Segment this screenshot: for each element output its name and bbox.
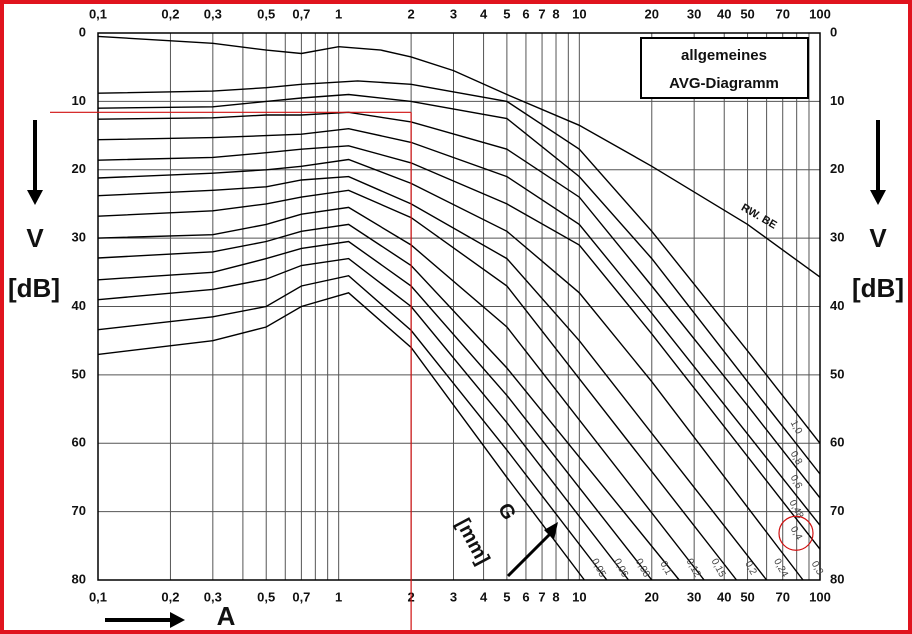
x-tick-label: 7	[538, 589, 545, 604]
y-tick-label: 70	[72, 503, 86, 518]
curve	[97, 223, 680, 581]
y-tick-label: 0	[79, 24, 86, 39]
arrow-head	[27, 190, 43, 205]
curve	[97, 257, 630, 581]
x-tick-label: 4	[480, 589, 488, 604]
y-tick-label: 40	[72, 298, 86, 313]
y-axis-label: V	[869, 223, 887, 253]
y-tick-label: 60	[72, 435, 86, 450]
y-tick-label: 0	[830, 24, 837, 39]
x-tick-label: 8	[552, 6, 559, 21]
curve	[97, 175, 768, 581]
x-tick-label: 4	[480, 6, 488, 21]
x-tick-label: 30	[687, 589, 701, 604]
curve	[97, 158, 804, 581]
arrow-head	[870, 190, 886, 205]
x-tick-label: 5	[503, 6, 510, 21]
x-tick-label: 20	[645, 589, 659, 604]
y-tick-label: 80	[72, 571, 86, 586]
x-tick-label: 0,3	[204, 6, 222, 21]
x-tick-label: 0,7	[292, 589, 310, 604]
y-axis-unit: [dB]	[852, 273, 904, 303]
curve	[97, 274, 608, 581]
y-tick-label: 20	[72, 161, 86, 176]
x-tick-label: 6	[522, 6, 529, 21]
y-tick-label: 50	[830, 366, 844, 381]
curve	[97, 80, 821, 444]
x-tick-label: 0,2	[161, 6, 179, 21]
curve	[97, 189, 738, 581]
x-tick-label: 0,1	[89, 6, 107, 21]
y-tick-label: 40	[830, 298, 844, 313]
curve	[97, 127, 821, 526]
y-tick-label: 30	[830, 230, 844, 245]
x-tick-label: 40	[717, 589, 731, 604]
x-tick-label: 2	[407, 6, 414, 21]
x-tick-label: 10	[572, 589, 586, 604]
y-tick-label: 30	[72, 230, 86, 245]
y-tick-label: 80	[830, 571, 844, 586]
arrow-head	[544, 522, 558, 540]
y-tick-label: 60	[830, 435, 844, 450]
x-tick-label: 100	[809, 589, 831, 604]
plot-frame	[97, 32, 821, 581]
x-tick-label: 10	[572, 6, 586, 21]
x-tick-label: 0,5	[257, 6, 275, 21]
x-tick-label: 1	[335, 6, 342, 21]
x-tick-label: 70	[775, 6, 789, 21]
y-axis-unit: [dB]	[8, 273, 60, 303]
chart-title: allgemeines	[681, 47, 767, 64]
x-tick-label: 6	[522, 589, 529, 604]
highlight-circle	[778, 515, 814, 551]
x-tick-label: 0,5	[257, 589, 275, 604]
x-tick-label: 0,3	[204, 589, 222, 604]
y-tick-label: 10	[830, 93, 844, 108]
curve	[97, 292, 585, 581]
x-tick-label: 0,2	[161, 589, 179, 604]
x-axis-label: A	[217, 601, 236, 631]
x-tick-label: 30	[687, 6, 701, 21]
curve	[97, 206, 705, 581]
curve	[97, 93, 821, 475]
y-tick-label: 10	[72, 93, 86, 108]
curve	[97, 145, 821, 550]
y-tick-label: 20	[830, 161, 844, 176]
x-tick-label: 70	[775, 589, 789, 604]
x-tick-label: 50	[740, 6, 754, 21]
curve	[97, 240, 653, 581]
curve	[97, 35, 821, 278]
x-tick-label: 0,1	[89, 589, 107, 604]
arrow-head	[170, 612, 185, 628]
x-tick-label: 1	[335, 589, 342, 604]
y-tick-label: 50	[72, 366, 86, 381]
y-axis-label: V	[26, 223, 44, 253]
x-tick-label: 8	[552, 589, 559, 604]
title-box	[640, 37, 809, 99]
x-tick-label: 5	[503, 589, 510, 604]
arrow	[506, 532, 552, 578]
x-tick-label: 20	[645, 6, 659, 21]
x-tick-label: 40	[717, 6, 731, 21]
x-tick-label: 50	[740, 589, 754, 604]
x-tick-label: 3	[450, 589, 457, 604]
x-tick-label: 7	[538, 6, 545, 21]
x-tick-label: 0,7	[292, 6, 310, 21]
chart-subtitle: AVG-Diagramm	[669, 75, 779, 92]
x-tick-label: 100	[809, 6, 831, 21]
y-tick-label: 70	[830, 503, 844, 518]
x-tick-label: 3	[450, 6, 457, 21]
